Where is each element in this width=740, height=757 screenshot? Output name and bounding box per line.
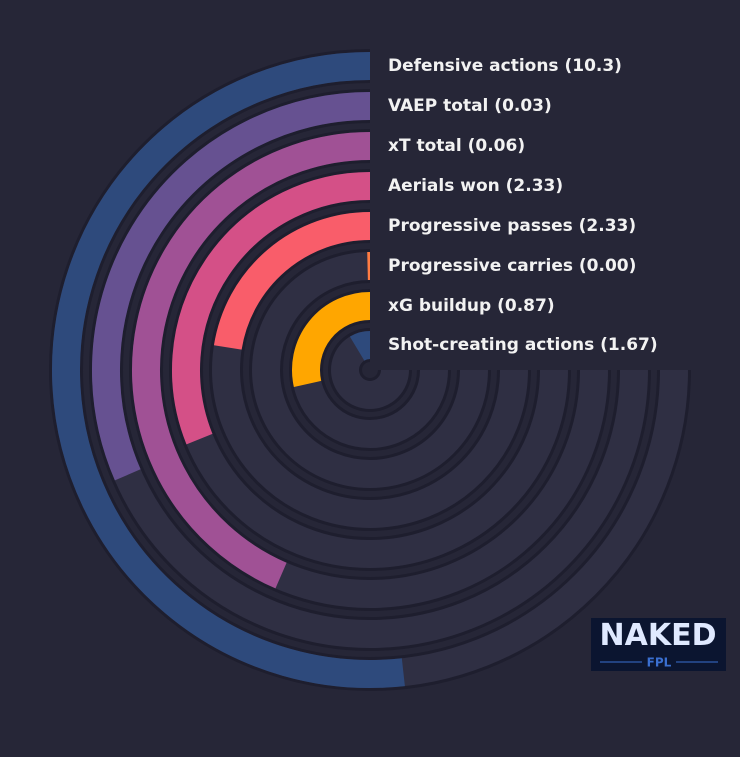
track	[252, 252, 488, 488]
bar	[52, 52, 405, 688]
logo-subtitle: FPL	[647, 656, 672, 670]
bar-label: Aerials won (2.33)	[388, 176, 563, 196]
bar	[213, 212, 371, 350]
bar	[172, 172, 371, 445]
bar-label: Progressive carries (0.00)	[388, 256, 636, 276]
bar-label: Defensive actions (10.3)	[388, 56, 622, 76]
bar-label: xG buildup (0.87)	[388, 296, 555, 316]
logo-title: NAKED	[600, 618, 717, 653]
bar	[349, 331, 371, 362]
bar-label: Progressive passes (2.33)	[388, 216, 636, 236]
bar-label: xT total (0.06)	[388, 136, 525, 156]
bar	[132, 132, 371, 589]
logo: NAKED FPL	[591, 618, 726, 671]
bar-label: VAEP total (0.03)	[388, 96, 552, 116]
bar	[92, 92, 371, 481]
track	[331, 331, 409, 409]
bar	[292, 292, 371, 388]
bar-label: Shot-creating actions (1.67)	[388, 335, 658, 355]
